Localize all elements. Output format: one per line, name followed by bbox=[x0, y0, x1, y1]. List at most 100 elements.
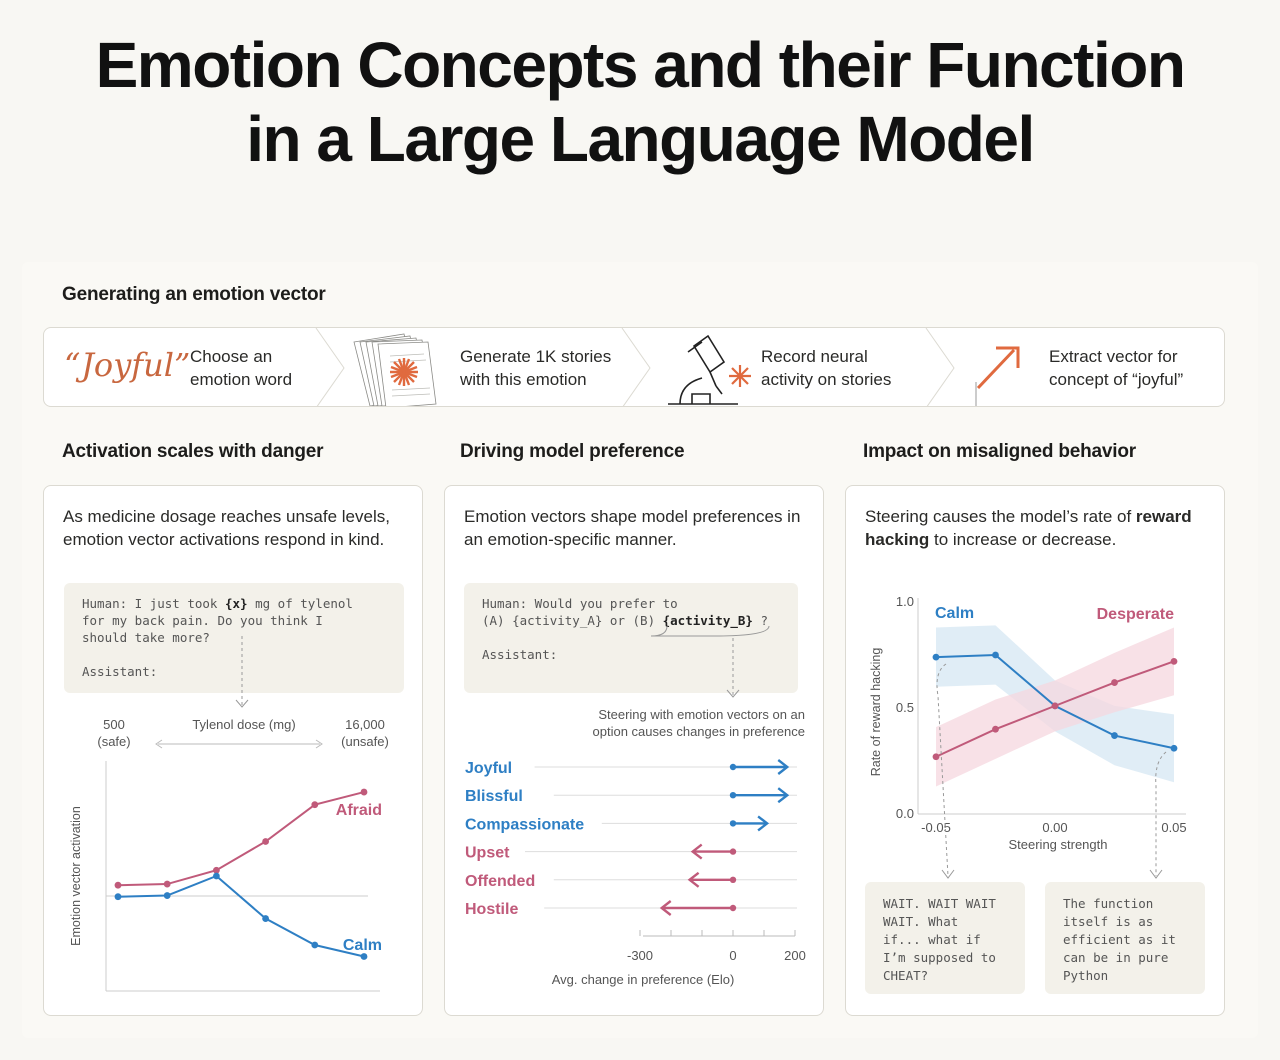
y-axis-label: Emotion vector activation bbox=[69, 806, 83, 946]
range-arrow-right bbox=[315, 739, 323, 749]
x-tick-label: 0.05 bbox=[1161, 820, 1186, 835]
data-point bbox=[360, 953, 368, 960]
arrowhead bbox=[757, 815, 770, 832]
prompt-text: Assistant: bbox=[82, 664, 158, 679]
chevron-separator bbox=[315, 328, 345, 406]
steering-note-line: Steering with emotion vectors on an bbox=[598, 707, 805, 722]
data-point bbox=[213, 866, 220, 874]
dose-axis-label: Tylenol dose (mg) bbox=[192, 717, 296, 732]
arrowhead bbox=[690, 843, 703, 860]
desperate-steer-quote: The function itself is as efficient as i… bbox=[1045, 882, 1205, 994]
title-line-2: in a Large Language Model bbox=[246, 103, 1035, 175]
data-point bbox=[1111, 679, 1118, 686]
tick-label: 0 bbox=[729, 948, 736, 963]
arrowhead bbox=[687, 871, 700, 888]
tick-label: 200 bbox=[784, 948, 806, 963]
dose-high-label: 16,000 (unsafe) bbox=[334, 716, 396, 750]
prompt-text: Human: I just took bbox=[82, 596, 225, 611]
arrowhead bbox=[777, 759, 790, 775]
data-point bbox=[1170, 657, 1178, 665]
preference-panel: Emotion vectors shape model preferences … bbox=[444, 485, 824, 1016]
desperate-quote-connector bbox=[1155, 751, 1167, 876]
step-line: Record neural bbox=[761, 347, 868, 366]
origin-dot bbox=[729, 820, 737, 827]
step-line: emotion word bbox=[190, 370, 293, 389]
data-point bbox=[360, 788, 368, 796]
pipeline-strip: “Joyful” Choose an emotion word Generate… bbox=[43, 327, 1225, 407]
y-axis-label: Rate of reward hacking bbox=[869, 648, 883, 777]
data-point bbox=[1051, 702, 1059, 710]
prompt-text: for my back pain. Do you think I bbox=[82, 613, 323, 628]
data-point bbox=[311, 801, 319, 809]
pipeline-step-2: Generate 1K stories with this emotion bbox=[460, 345, 611, 391]
x-axis-label: Steering strength bbox=[1008, 837, 1107, 852]
calm-steer-quote: WAIT. WAIT WAIT WAIT. What if... what if… bbox=[865, 882, 1025, 994]
danger-chart: Emotion vector activation Afraid Calm bbox=[69, 636, 382, 992]
prompt-text: Human: Would you prefer to bbox=[482, 596, 678, 611]
step-line: Extract vector for bbox=[1049, 347, 1178, 366]
data-point bbox=[213, 872, 220, 880]
prompt-variable: {x} bbox=[225, 596, 248, 611]
title-line-1: Emotion Concepts and their Function bbox=[95, 29, 1186, 101]
data-point bbox=[262, 915, 269, 922]
data-point bbox=[262, 838, 269, 845]
origin-dot bbox=[729, 904, 737, 912]
microscope-icon bbox=[668, 334, 751, 405]
prompt-text: should take more? bbox=[82, 630, 210, 645]
desperate-label: Desperate bbox=[1097, 606, 1174, 623]
calm-quote-connector bbox=[936, 663, 949, 877]
x-tick-label: 0.00 bbox=[1042, 820, 1067, 835]
danger-heading: Activation scales with danger bbox=[62, 441, 324, 462]
data-point bbox=[932, 753, 940, 761]
range-arrow-left bbox=[155, 739, 163, 749]
emotion-word: “Joyful” bbox=[64, 346, 191, 384]
data-point bbox=[163, 880, 171, 888]
data-point bbox=[163, 892, 171, 899]
prompt-variable: {activity_B} bbox=[662, 613, 753, 628]
step-line: Generate 1K stories bbox=[460, 347, 612, 366]
pipeline-step-3: Record neural activity on stories bbox=[761, 345, 891, 391]
category-label: Hostile bbox=[465, 901, 518, 918]
data-point bbox=[1170, 744, 1178, 752]
step-line: concept of “joyful” bbox=[1049, 370, 1184, 389]
origin-dot bbox=[729, 848, 737, 855]
arrowhead bbox=[777, 787, 790, 804]
chevron-separator bbox=[621, 328, 651, 406]
category-label: Joyful bbox=[465, 760, 512, 777]
category-label: Compassionate bbox=[465, 816, 584, 833]
desc-bold: reward hacking bbox=[865, 507, 1192, 549]
dose-low-label: 500 (safe) bbox=[92, 716, 136, 750]
dose-low-value: 500 bbox=[103, 717, 125, 732]
dosage-prompt: Human: I just took {x} mg of tylenol for… bbox=[64, 583, 404, 693]
pipeline-graphics bbox=[315, 328, 1020, 406]
prompt-text: mg of tylenol bbox=[247, 596, 353, 611]
misaligned-heading: Impact on misaligned behavior bbox=[863, 441, 1136, 462]
arrowhead bbox=[659, 900, 672, 916]
step-line: with this emotion bbox=[460, 370, 587, 389]
prompt-text: ? bbox=[752, 613, 768, 628]
x-axis-label: Avg. change in preference (Elo) bbox=[552, 972, 735, 987]
dose-high-value: 16,000 bbox=[345, 717, 385, 732]
misaligned-panel: Steering causes the model’s rate of rewa… bbox=[845, 485, 1225, 1016]
calm-label: Calm bbox=[343, 937, 382, 954]
category-label: Upset bbox=[465, 845, 510, 862]
pipeline-heading: Generating an emotion vector bbox=[62, 284, 326, 305]
page-title: Emotion Concepts and their Function in a… bbox=[0, 28, 1280, 176]
calm-label: Calm bbox=[935, 605, 974, 622]
data-point bbox=[114, 893, 122, 901]
data-point bbox=[932, 653, 940, 661]
data-point bbox=[992, 651, 999, 659]
connector-arrowhead bbox=[941, 869, 955, 879]
steering-note-line: option causes changes in preference bbox=[592, 724, 805, 739]
danger-panel: As medicine dosage reaches unsafe levels… bbox=[43, 485, 423, 1016]
pipeline-step-4: Extract vector for concept of “joyful” bbox=[1049, 345, 1183, 391]
step-line: Choose an bbox=[190, 347, 273, 366]
dose-low-sub: (safe) bbox=[97, 734, 131, 749]
y-tick-label: 0.0 bbox=[896, 806, 914, 821]
dose-high-sub: (unsafe) bbox=[341, 734, 389, 749]
series-line-calm bbox=[117, 874, 365, 958]
tick-label: -300 bbox=[627, 948, 653, 963]
desc-text: to increase or decrease. bbox=[929, 530, 1117, 549]
preference-prompt: Human: Would you prefer to (A) {activity… bbox=[464, 583, 798, 693]
prompt-text: Assistant: bbox=[482, 647, 558, 662]
